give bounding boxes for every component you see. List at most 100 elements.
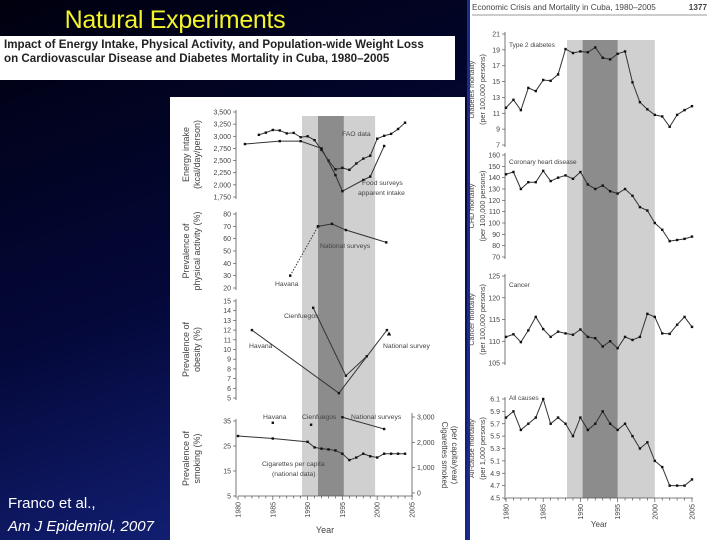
y-tick-label: 21 xyxy=(492,32,500,39)
y-tick-label: 160 xyxy=(488,153,500,160)
data-point xyxy=(341,189,344,193)
y-tick-label: 5.3 xyxy=(490,446,500,453)
right-header-page-number: 1377 xyxy=(689,3,708,12)
data-point xyxy=(668,125,671,128)
data-point xyxy=(403,121,407,124)
data-point xyxy=(278,139,281,143)
annotation-label: FAO data xyxy=(342,131,371,138)
data-point xyxy=(362,452,365,455)
y-tick-label: 5 xyxy=(227,396,231,403)
data-point xyxy=(542,327,545,331)
y-axis-label: Prevalence of xyxy=(181,223,191,279)
data-point xyxy=(638,100,642,104)
y-tick-label: 130 xyxy=(488,187,500,194)
chart-7: 4.5 4.7 4.9 5.1 5.3 5.5 5.7 5.9 6.1 All-cause mor… xyxy=(467,395,697,529)
data-point xyxy=(330,222,334,226)
y-tick-label: 2,500 xyxy=(213,158,231,165)
annotation-label: Cienfuegos xyxy=(284,313,319,320)
y-tick-label: 90 xyxy=(492,232,500,239)
data-point xyxy=(376,137,379,140)
data-point xyxy=(601,184,604,187)
annotation-label: Food surveys xyxy=(362,180,403,187)
data-point xyxy=(690,235,694,238)
slide-title: Natural Experiments xyxy=(64,6,286,34)
data-point xyxy=(292,131,295,135)
left-shade-severe-period xyxy=(318,116,344,496)
data-point xyxy=(608,58,612,61)
data-point xyxy=(631,434,634,438)
data-point xyxy=(348,458,351,462)
y-tick-label: 9 xyxy=(496,127,500,134)
data-point xyxy=(382,452,386,455)
y-tick-label: 120 xyxy=(488,295,500,302)
data-point xyxy=(504,335,508,339)
data-point xyxy=(250,328,254,332)
y-tick-label: 11 xyxy=(224,337,231,344)
y2-tick-label: 0 xyxy=(417,491,421,498)
data-point xyxy=(534,181,537,184)
y-tick-label: 15 xyxy=(223,469,231,476)
y-tick-label: 4.9 xyxy=(490,471,500,478)
subtitle-line-2: on Cardiovascular Disease and Diabetes M… xyxy=(4,52,390,65)
data-point xyxy=(668,484,671,487)
data-point xyxy=(549,422,552,425)
data-point xyxy=(519,428,523,432)
data-point xyxy=(594,187,597,191)
y-tick-label: 115 xyxy=(489,317,500,324)
data-point xyxy=(355,456,358,459)
data-point xyxy=(519,108,523,112)
data-point xyxy=(382,144,386,148)
y-tick-label: 2,750 xyxy=(213,146,231,153)
data-point xyxy=(512,410,515,413)
data-point xyxy=(313,446,316,449)
data-point xyxy=(534,89,537,93)
data-point xyxy=(564,422,567,425)
data-point xyxy=(668,239,671,243)
data-point xyxy=(653,315,656,319)
data-point xyxy=(362,157,365,160)
data-point xyxy=(556,416,560,419)
y-tick-label: 2,000 xyxy=(213,182,231,189)
x-axis-label: Year xyxy=(316,525,334,535)
annotation-label: National surveys xyxy=(351,414,402,421)
data-point xyxy=(631,81,634,84)
y-tick-label: 1,750 xyxy=(213,195,231,202)
data-point xyxy=(527,181,530,184)
data-point xyxy=(337,391,341,395)
y-tick-label: 40 xyxy=(223,261,231,268)
data-point xyxy=(512,98,515,102)
x-tick-label: 1990 xyxy=(578,504,585,520)
data-point xyxy=(306,440,309,444)
x-tick-label: 1980 xyxy=(236,502,243,518)
x-tick-label: 2000 xyxy=(375,502,382,518)
data-point xyxy=(285,132,288,135)
data-point xyxy=(616,192,619,195)
series-line xyxy=(317,223,387,243)
data-point xyxy=(299,139,302,143)
data-point xyxy=(403,452,407,455)
data-point xyxy=(348,168,351,171)
data-point xyxy=(334,173,337,177)
data-point xyxy=(504,173,508,176)
data-point xyxy=(646,312,649,316)
data-point xyxy=(608,340,612,343)
data-point xyxy=(299,136,302,139)
y-axis-label: Prevalence of xyxy=(181,321,191,377)
chart-5: 70 80 90 100 110 120 130 140 150 160 CHD mortality… xyxy=(467,153,694,262)
chart-6: 105 110 115 120 125 Cancer mortality (per 100,… xyxy=(467,274,694,368)
y-tick-label: 5.1 xyxy=(490,458,500,465)
series-line xyxy=(505,46,693,128)
y-tick-label: 110 xyxy=(489,339,500,346)
series-line xyxy=(505,169,693,242)
data-point xyxy=(313,138,316,142)
data-point xyxy=(571,51,575,55)
x-tick-label: 1985 xyxy=(541,504,548,520)
data-point xyxy=(623,50,627,53)
data-point xyxy=(690,104,694,108)
data-point xyxy=(512,170,515,174)
y-axis-label: Prevalence of xyxy=(181,430,191,486)
y2-tick-label: 3,000 xyxy=(417,415,435,422)
annotation-label: Type 2 diabetes xyxy=(509,42,556,49)
y-tick-label: 110 xyxy=(489,209,500,216)
x-tick-label: 2005 xyxy=(410,502,417,518)
